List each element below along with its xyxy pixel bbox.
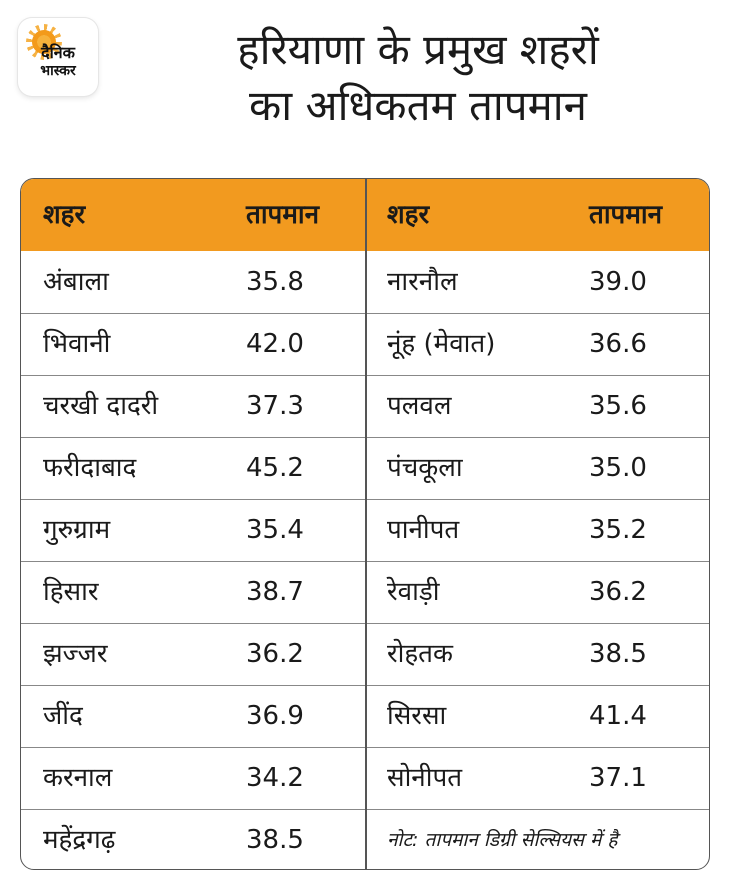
- temperature-value: 36.2: [246, 639, 304, 669]
- city-name: पानीपत: [387, 515, 460, 545]
- title-line-2: का अधिकतम तापमान: [249, 81, 587, 130]
- city-name: फरीदाबाद: [43, 453, 137, 483]
- temperature-value: 45.2: [246, 453, 304, 483]
- city-name: हिसार: [43, 577, 99, 607]
- city-name: चरखी दादरी: [43, 391, 159, 421]
- city-name: पलवल: [387, 391, 452, 421]
- table-row: अंबाला 35.8 नारनौल 39.0: [21, 251, 709, 313]
- temperature-value: 34.2: [246, 763, 304, 793]
- temperature-value: 35.0: [589, 453, 647, 483]
- title-line-1: हरियाणा के प्रमुख शहरों: [237, 25, 599, 74]
- temperature-value: 36.2: [589, 577, 647, 607]
- temperature-value: 35.4: [246, 515, 304, 545]
- header-temp-right: तापमान: [589, 200, 663, 230]
- city-name: करनाल: [43, 763, 113, 793]
- temperature-value: 35.8: [246, 267, 304, 297]
- logo-text-line1: दैनिक: [41, 42, 75, 62]
- temperature-value: 38.5: [589, 639, 647, 669]
- city-name: झज्जर: [43, 639, 108, 669]
- city-name: सिरसा: [387, 701, 447, 731]
- temperature-value: 37.3: [246, 391, 304, 421]
- temperature-value: 38.7: [246, 577, 304, 607]
- temperature-value: 42.0: [246, 329, 304, 359]
- city-name: रेवाड़ी: [387, 577, 440, 607]
- column-divider: [365, 179, 367, 869]
- page-title: हरियाणा के प्रमुख शहरों का अधिकतम तापमान: [118, 22, 718, 134]
- temperature-value: 36.6: [589, 329, 647, 359]
- temperature-table: शहर तापमान शहर तापमान अंबाला 35.8 नारनौल 39…: [20, 178, 710, 870]
- temperature-value: 39.0: [589, 267, 647, 297]
- logo-text-line2: भास्कर: [40, 62, 76, 79]
- temperature-value: 35.2: [589, 515, 647, 545]
- temperature-value: 37.1: [589, 763, 647, 793]
- temperature-value: 36.9: [246, 701, 304, 731]
- temperature-value: 38.5: [246, 825, 304, 855]
- city-name: नूंह (मेवात): [387, 329, 496, 359]
- temperature-value: 41.4: [589, 701, 647, 731]
- city-name: भिवानी: [43, 329, 111, 359]
- city-name: सोनीपत: [387, 763, 463, 793]
- header-city-left: शहर: [43, 200, 86, 230]
- city-name: रोहतक: [387, 639, 453, 669]
- city-name: गुरुग्राम: [43, 515, 111, 545]
- header-temp-left: तापमान: [246, 200, 320, 230]
- sun-icon: [32, 30, 56, 54]
- footnote: नोट: तापमान डिग्री सेल्सियस में है: [387, 829, 618, 851]
- dainik-bhaskar-logo: दैनिक भास्कर: [18, 18, 98, 96]
- table-row: फरीदाबाद 45.2 पंचकूला 35.0: [21, 437, 709, 499]
- city-name: पंचकूला: [387, 453, 463, 483]
- header-city-right: शहर: [387, 200, 430, 230]
- city-name: महेंद्रगढ़: [43, 825, 116, 855]
- city-name: नारनौल: [387, 267, 458, 297]
- temperature-value: 35.6: [589, 391, 647, 421]
- city-name: जींद: [43, 701, 83, 731]
- city-name: अंबाला: [43, 267, 109, 297]
